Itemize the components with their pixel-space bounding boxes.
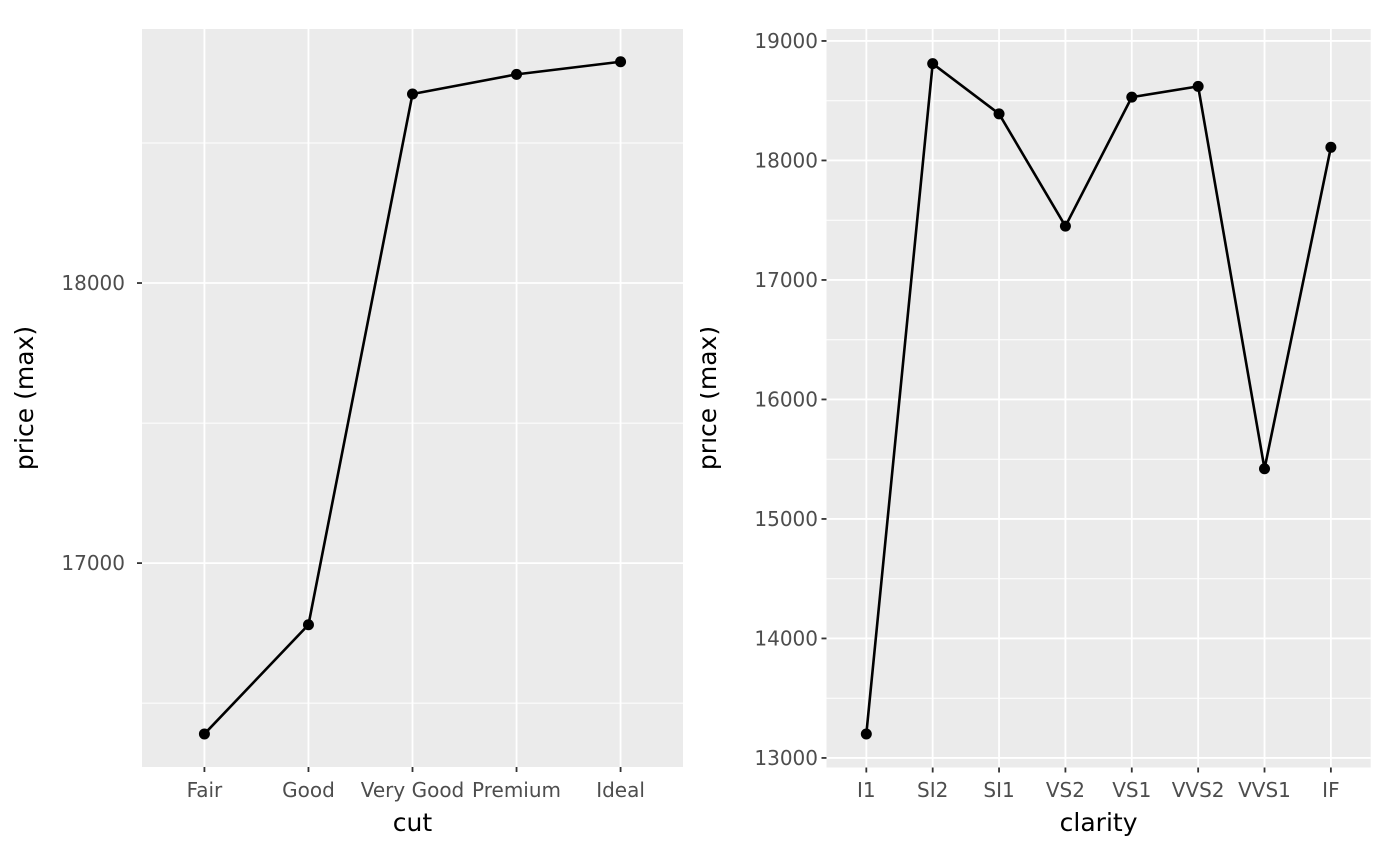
data-point-Very Good [407, 88, 418, 100]
data-point-Premium [511, 68, 523, 80]
y-tick-label-14000: 14000 [754, 626, 818, 650]
x-tick-label-Very Good: Very Good [361, 778, 465, 802]
data-points [198, 56, 627, 740]
y-tick-label-15000: 15000 [754, 507, 818, 531]
data-point-VVS1 [1259, 463, 1271, 475]
y-axis-title: price (max) [10, 326, 39, 470]
x-axis-tick-labels: Fair Good Very Good Premium Ideal [187, 778, 645, 802]
cut-chart: 17000 18000 Fair Good Very Good Premium Ideal… [10, 29, 683, 837]
y-tick-label-17000: 17000 [754, 268, 818, 292]
x-axis-tick-labels: I1 SI2 SI1 VS2 VS1 VVS2 VVS1 IF [857, 778, 1340, 802]
x-axis-title: clarity [1060, 808, 1138, 837]
data-point-Ideal [615, 56, 627, 68]
x-tick-label-VVS1: VVS1 [1238, 778, 1291, 802]
x-tick-label-Good: Good [282, 778, 335, 802]
data-point-VVS2 [1192, 80, 1204, 92]
data-point-Good [302, 619, 314, 631]
y-tick-label-19000: 19000 [754, 29, 818, 53]
x-tick-label-VS1: VS1 [1112, 778, 1151, 802]
data-point-I1 [860, 728, 872, 740]
y-axis-tick-labels: 17000 18000 [61, 271, 125, 575]
x-axis-title: cut [393, 808, 433, 837]
data-points [860, 58, 1337, 740]
x-tick-label-Fair: Fair [187, 778, 223, 802]
y-tick-label-18000: 18000 [61, 271, 125, 295]
plot-panel [826, 29, 1371, 768]
x-gridlines [203, 29, 622, 767]
y-axis-title: price (max) [700, 326, 722, 470]
axis-tick-marks [821, 40, 1332, 773]
y-tick-label-13000: 13000 [754, 746, 818, 770]
y-axis-tick-labels: 13000 14000 15000 16000 17000 18000 19000 [754, 29, 818, 770]
data-point-VS2 [1059, 220, 1071, 232]
x-tick-label-IF: IF [1322, 778, 1339, 802]
y-tick-label-18000: 18000 [754, 148, 818, 172]
data-point-VS1 [1126, 91, 1138, 103]
series-line [865, 62, 1333, 735]
x-tick-label-I1: I1 [857, 778, 876, 802]
x-tick-label-Ideal: Ideal [596, 778, 645, 802]
y-tick-label-17000: 17000 [61, 551, 125, 575]
x-tick-label-SI1: SI1 [983, 778, 1014, 802]
x-tick-label-Premium: Premium [472, 778, 561, 802]
data-point-SI1 [993, 108, 1005, 120]
data-point-IF [1325, 141, 1337, 153]
x-tick-label-VS2: VS2 [1046, 778, 1085, 802]
x-tick-label-SI2: SI2 [917, 778, 948, 802]
clarity-chart: 13000 14000 15000 16000 17000 18000 19000 I1 SI… [700, 29, 1371, 837]
axis-tick-marks [137, 282, 622, 772]
data-point-SI2 [927, 58, 939, 70]
x-tick-label-VVS2: VVS2 [1172, 778, 1225, 802]
y-tick-label-16000: 16000 [754, 387, 818, 411]
data-point-Fair [198, 728, 210, 740]
